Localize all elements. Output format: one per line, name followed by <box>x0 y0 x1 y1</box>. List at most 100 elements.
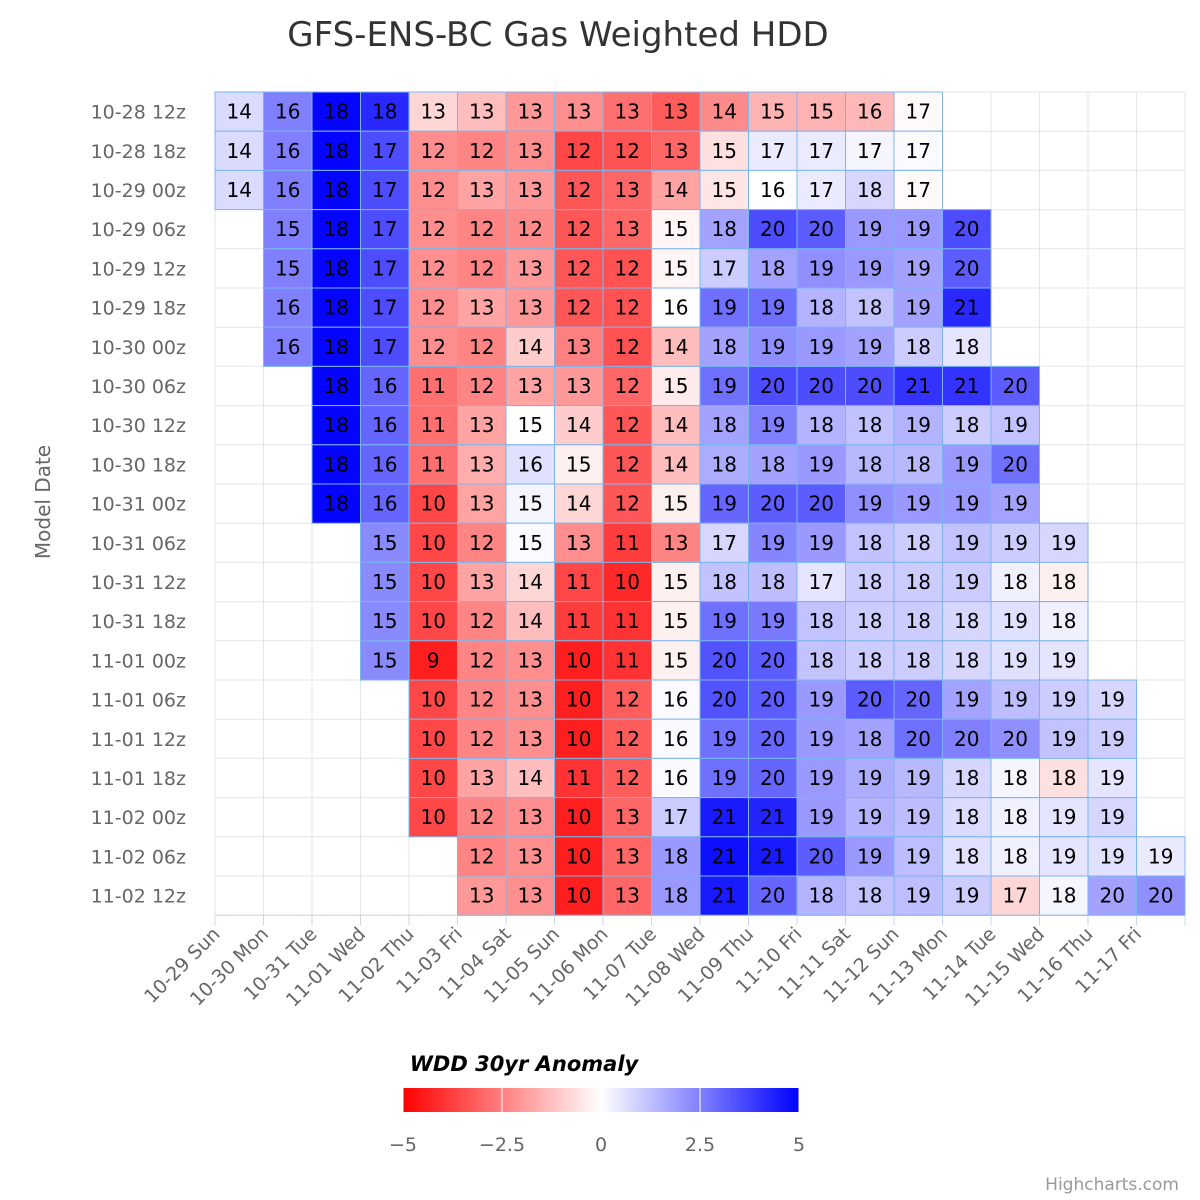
heatmap-cell[interactable] <box>942 405 992 446</box>
heatmap-cell[interactable] <box>893 365 943 407</box>
heatmap-cell[interactable] <box>845 130 895 171</box>
heatmap-cell[interactable] <box>554 405 604 446</box>
heatmap-cell[interactable] <box>505 91 555 132</box>
heatmap-cell[interactable] <box>651 209 701 250</box>
heatmap-cell[interactable] <box>1087 836 1137 877</box>
heatmap-cell[interactable] <box>845 444 895 485</box>
heatmap-cell[interactable] <box>893 875 943 916</box>
heatmap-cell[interactable] <box>748 287 798 328</box>
heatmap-cell[interactable] <box>554 797 604 838</box>
heatmap-cell[interactable] <box>796 875 846 916</box>
heatmap-cell[interactable] <box>893 522 943 563</box>
heatmap-cell[interactable] <box>457 797 507 838</box>
heatmap-cell[interactable] <box>1039 601 1089 642</box>
heatmap-cell[interactable] <box>893 287 943 328</box>
heatmap-cell[interactable] <box>990 444 1040 485</box>
heatmap-cell[interactable] <box>748 640 798 681</box>
heatmap-cell[interactable] <box>505 797 555 838</box>
heatmap-cell[interactable] <box>457 718 507 759</box>
heatmap-cell[interactable] <box>893 444 943 485</box>
heatmap-cell[interactable] <box>554 169 604 211</box>
heatmap-cell[interactable] <box>554 875 604 916</box>
heatmap-cell[interactable] <box>602 718 652 759</box>
heatmap-cell[interactable] <box>796 91 846 132</box>
heatmap-cell[interactable] <box>1136 836 1186 877</box>
heatmap-cell[interactable] <box>893 679 943 720</box>
heatmap-cell[interactable] <box>360 405 410 446</box>
heatmap-cell[interactable] <box>263 326 313 367</box>
heatmap-cell[interactable] <box>408 640 458 681</box>
heatmap-cell[interactable] <box>457 287 507 328</box>
heatmap-cell[interactable] <box>942 718 992 759</box>
heatmap-cell[interactable] <box>505 365 555 407</box>
heatmap-cell[interactable] <box>651 91 701 132</box>
heatmap-cell[interactable] <box>651 679 701 720</box>
heatmap-cell[interactable] <box>651 483 701 524</box>
heatmap-cell[interactable] <box>651 718 701 759</box>
heatmap-cell[interactable] <box>311 287 361 328</box>
heatmap-cell[interactable] <box>602 91 652 132</box>
heatmap-cell[interactable] <box>845 601 895 642</box>
heatmap-cell[interactable] <box>699 718 749 759</box>
heatmap-cell[interactable] <box>1039 561 1089 603</box>
heatmap-cell[interactable] <box>408 287 458 328</box>
heatmap-cell[interactable] <box>748 326 798 367</box>
heatmap-cell[interactable] <box>651 169 701 211</box>
heatmap-cell[interactable] <box>554 561 604 603</box>
heatmap-cell[interactable] <box>1039 522 1089 563</box>
heatmap-cell[interactable] <box>990 405 1040 446</box>
heatmap-cell[interactable] <box>748 797 798 838</box>
heatmap-cell[interactable] <box>942 209 992 250</box>
heatmap-cell[interactable] <box>408 365 458 407</box>
heatmap-cell[interactable] <box>360 169 410 211</box>
heatmap-cell[interactable] <box>311 130 361 171</box>
heatmap-cell[interactable] <box>311 248 361 289</box>
heatmap-cell[interactable] <box>893 718 943 759</box>
heatmap-cell[interactable] <box>554 640 604 681</box>
heatmap-cell[interactable] <box>796 718 846 759</box>
heatmap-cell[interactable] <box>457 130 507 171</box>
heatmap-cell[interactable] <box>311 169 361 211</box>
heatmap-cell[interactable] <box>845 248 895 289</box>
heatmap-cell[interactable] <box>360 444 410 485</box>
heatmap-cell[interactable] <box>699 444 749 485</box>
heatmap-cell[interactable] <box>699 326 749 367</box>
heatmap-cell[interactable] <box>554 718 604 759</box>
heatmap-cell[interactable] <box>408 679 458 720</box>
heatmap-cell[interactable] <box>457 561 507 603</box>
heatmap-cell[interactable] <box>990 483 1040 524</box>
heatmap-cell[interactable] <box>651 561 701 603</box>
heatmap-cell[interactable] <box>360 326 410 367</box>
heatmap-cell[interactable] <box>311 365 361 407</box>
heatmap-cell[interactable] <box>360 601 410 642</box>
heatmap-cell[interactable] <box>602 326 652 367</box>
heatmap-cell[interactable] <box>1039 797 1089 838</box>
heatmap-cell[interactable] <box>263 130 313 171</box>
heatmap-cell[interactable] <box>990 836 1040 877</box>
heatmap-cell[interactable] <box>1039 679 1089 720</box>
heatmap-cell[interactable] <box>942 561 992 603</box>
heatmap-cell[interactable] <box>602 601 652 642</box>
heatmap-cell[interactable] <box>893 405 943 446</box>
heatmap-cell[interactable] <box>408 130 458 171</box>
heatmap-cell[interactable] <box>457 601 507 642</box>
heatmap-cell[interactable] <box>505 836 555 877</box>
heatmap-cell[interactable] <box>942 365 992 407</box>
heatmap-cell[interactable] <box>651 875 701 916</box>
heatmap-cell[interactable] <box>408 405 458 446</box>
heatmap-cell[interactable] <box>942 483 992 524</box>
heatmap-cell[interactable] <box>408 757 458 799</box>
heatmap-cell[interactable] <box>796 679 846 720</box>
heatmap-cell[interactable] <box>651 365 701 407</box>
heatmap-cell[interactable] <box>311 405 361 446</box>
heatmap-cell[interactable] <box>651 130 701 171</box>
heatmap-cell[interactable] <box>748 561 798 603</box>
heatmap-cell[interactable] <box>602 875 652 916</box>
heatmap-cell[interactable] <box>554 679 604 720</box>
heatmap-cell[interactable] <box>893 601 943 642</box>
heatmap-cell[interactable] <box>651 405 701 446</box>
heatmap-cell[interactable] <box>748 718 798 759</box>
heatmap-cell[interactable] <box>554 444 604 485</box>
heatmap-cell[interactable] <box>990 757 1040 799</box>
heatmap-cell[interactable] <box>651 522 701 563</box>
